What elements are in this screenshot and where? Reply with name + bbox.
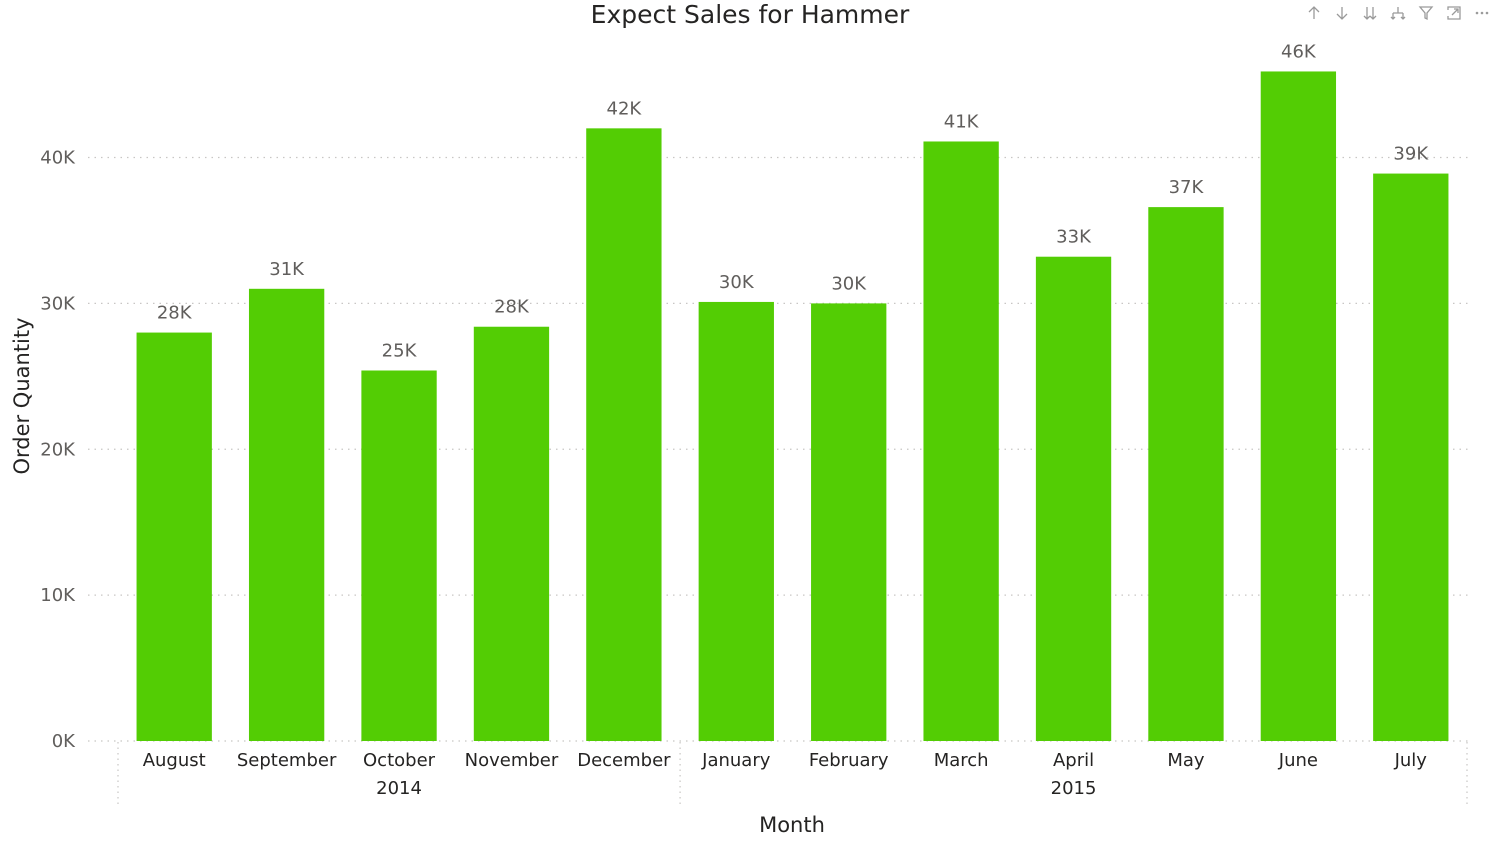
bar	[361, 370, 437, 741]
bar	[248, 288, 325, 741]
y-tick-label: 30K	[40, 293, 76, 314]
bar	[586, 128, 662, 741]
filter-icon[interactable]	[1414, 2, 1438, 24]
x-tick-label: February	[809, 750, 889, 771]
x-group-label: 2015	[1051, 778, 1097, 799]
data-label: 39K	[1393, 144, 1429, 165]
x-tick-label: April	[1053, 750, 1094, 771]
y-axis-title: Order Quantity	[10, 317, 34, 474]
data-label: 30K	[831, 273, 867, 294]
x-tick-label: May	[1167, 750, 1205, 771]
bar	[136, 332, 212, 741]
x-tick-label: December	[577, 750, 671, 771]
bar	[473, 326, 550, 741]
y-tick-label: 40K	[40, 148, 76, 169]
y-tick-label: 10K	[40, 585, 76, 606]
bar	[811, 303, 887, 741]
x-tick-label: January	[701, 750, 771, 771]
bar	[1148, 207, 1224, 742]
visual-header-toolbar	[1302, 2, 1494, 24]
bar	[923, 141, 999, 742]
more-options-icon[interactable]	[1470, 2, 1494, 24]
data-label: 42K	[607, 98, 643, 119]
bar	[1260, 71, 1337, 742]
x-tick-label: October	[363, 750, 436, 771]
bar	[698, 301, 774, 741]
y-tick-label: 0K	[52, 731, 76, 752]
x-tick-label: August	[143, 750, 206, 771]
data-label: 30K	[719, 272, 755, 293]
chart-title: Expect Sales for Hammer	[590, 0, 910, 29]
x-axis-title: Month	[759, 813, 825, 837]
data-label: 28K	[157, 303, 193, 324]
x-group-label: 2014	[376, 778, 422, 799]
bar	[1373, 173, 1449, 742]
data-label: 33K	[1056, 227, 1092, 248]
data-label: 46K	[1281, 41, 1317, 62]
x-tick-label: September	[237, 750, 337, 771]
expand-hierarchy-icon[interactable]	[1386, 2, 1410, 24]
data-label: 37K	[1169, 177, 1205, 198]
y-tick-label: 20K	[40, 439, 76, 460]
bar	[1035, 256, 1112, 741]
focus-mode-icon[interactable]	[1442, 2, 1466, 24]
x-tick-label: June	[1278, 750, 1318, 771]
x-tick-label: November	[465, 750, 559, 771]
data-label: 41K	[944, 111, 980, 132]
double-arrow-down-icon[interactable]	[1358, 2, 1382, 24]
x-tick-label: July	[1394, 750, 1428, 771]
data-label: 31K	[269, 259, 305, 280]
arrow-up-icon[interactable]	[1302, 2, 1326, 24]
data-label: 28K	[494, 297, 530, 318]
arrow-down-icon[interactable]	[1330, 2, 1354, 24]
x-tick-label: March	[934, 750, 989, 771]
data-label: 25K	[382, 340, 418, 361]
